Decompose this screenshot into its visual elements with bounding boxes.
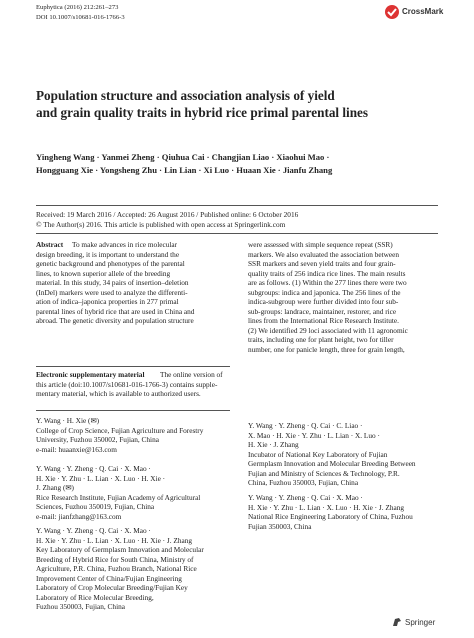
- rule: [36, 366, 230, 367]
- abstract-line: abroad. The genetic diversity and popula…: [36, 316, 194, 325]
- affiliation-line: H. Xie · J. Zhang: [248, 440, 299, 449]
- affiliation-line: Y. Wang · Y. Zheng · Q. Cai · X. Mao ·: [36, 464, 151, 473]
- abstract-line: design breeding, it is important to unde…: [36, 249, 180, 259]
- affiliation-line: H. Xie · Y. Zhu · L. Lian · X. Luo · H. …: [248, 502, 405, 512]
- affiliation-line: Y. Wang · H. Xie (✉): [36, 416, 100, 425]
- affiliation-line: Fujian 350003, China: [248, 521, 312, 531]
- supplementary-label: Electronic supplementary material: [36, 370, 145, 379]
- affiliation-line: China, Fuzhou 350003, Fujian, China: [248, 478, 359, 487]
- springer-icon: [393, 618, 401, 626]
- rule: [36, 233, 438, 234]
- abstract-line: genetic background and phenotypes of the…: [36, 259, 185, 268]
- abstract-line: lines from the International Rice Resear…: [248, 316, 399, 325]
- affiliation-line: Rice Research Institute, Fujian Academy …: [36, 492, 201, 502]
- abstract-label: Abstract: [36, 240, 64, 249]
- abstract-line: (2) We identified 29 loci associated wit…: [248, 325, 408, 335]
- affiliation-line: Improvement Center of China/Fujian Engin…: [36, 573, 182, 583]
- abstract-line: subgroups: indica and japonica. The 256 …: [248, 287, 401, 297]
- abstract-line: ation of indica–japonica properties in 2…: [36, 297, 179, 306]
- doi: DOI 10.1007/s10681-016-1766-3: [36, 14, 125, 21]
- affiliation-line: Laboratory of Rice Molecular Breeding,: [36, 592, 154, 602]
- affiliation-line: Incubator of National Key Laboratory of …: [248, 449, 388, 459]
- abstract-line: number, one for panicle length, three fo…: [248, 344, 405, 354]
- affiliation-line: Key Laboratory of Germplasm Innovation a…: [36, 545, 204, 554]
- title-line: and grain quality traits in hybrid rice …: [36, 105, 369, 120]
- title-line: Population structure and association ana…: [36, 88, 335, 103]
- rule: [36, 205, 438, 206]
- crossmark-label: CrossMark: [402, 7, 444, 16]
- abstract-line: were assessed with simple sequence repea…: [248, 240, 393, 249]
- affiliation-line: Breeding of Hybrid Rice for South China,…: [36, 554, 194, 564]
- abstract-line: lines, to known superior allele of the b…: [36, 268, 171, 278]
- affiliation-line: Y. Wang · Y. Zheng · Q. Cai · X. Mao ·: [248, 493, 363, 502]
- crossmark-icon: [385, 5, 399, 19]
- affiliation-line: e-mail: jianfzhang@163.com: [36, 511, 122, 521]
- affiliation-line: X. Mao · H. Xie · Y. Zhu · L. Lian · X. …: [248, 430, 380, 440]
- abstract-line: traits, including one for plant height, …: [248, 335, 394, 344]
- abstract-line: (InDel) markers were used to analyze the…: [36, 287, 188, 297]
- abstract-line: are as follows. (1) Within the 277 lines…: [248, 278, 407, 287]
- supplementary-line: The online version of: [160, 370, 223, 379]
- affiliation-line: Y. Wang · Y. Zheng · Q. Cai · X. Mao ·: [36, 526, 151, 535]
- affiliation-line: H. Xie · Y. Zhu · L. Lian · X. Luo · H. …: [36, 473, 166, 483]
- author-line: Hongguang Xie · Yongsheng Zhu · Lin Lian…: [36, 165, 333, 175]
- affiliation-line: College of Crop Science, Fujian Agricult…: [36, 425, 204, 435]
- abstract-line: markers. We also evaluated the associati…: [248, 249, 400, 259]
- affiliation-line: Agriculture, P.R. China, Fuzhou Branch, …: [36, 564, 197, 573]
- abstract-line: parental lines of hybrid rice that are u…: [36, 306, 195, 316]
- affiliation-line: Germplasm Innovation and Molecular Breed…: [248, 459, 416, 468]
- affiliation-line: J. Zhang (✉): [36, 483, 74, 492]
- affiliation-line: e-mail: huaanxie@163.com: [36, 444, 117, 454]
- supplementary-line: mentary material, which is available to …: [36, 389, 201, 398]
- supplementary-line: this article (doi:10.1007/s10681-016-176…: [36, 379, 218, 389]
- affiliation-line: Y. Wang · Y. Zheng · Q. Cai · C. Liao ·: [248, 421, 363, 430]
- affiliation-line: National Rice Engineering Laboratory of …: [248, 512, 413, 521]
- affiliation-line: Sciences, Fuzhou 350019, Fujian, China: [36, 502, 155, 511]
- affiliation-line: University, Fuzhou 350002, Fujian, China: [36, 435, 159, 444]
- rule: [36, 410, 230, 411]
- abstract-line: To make advances in rice molecular: [72, 240, 178, 249]
- abstract-line: SSR markers and seven yield traits and f…: [248, 259, 396, 268]
- abstract-line: quality traits of 256 indica rice lines.…: [248, 268, 406, 278]
- affiliation-line: Fujian and Ministry of Sciences & Techno…: [248, 468, 400, 478]
- affiliation-line: Fuzhou 350003, Fujian, China: [36, 602, 125, 611]
- affiliation-line: H. Xie · Y. Zhu · L. Lian · X. Luo · H. …: [36, 535, 193, 545]
- affiliation-line: Laboratory of Crop Molecular Breeding/Fu…: [36, 583, 188, 592]
- journal: Euphytica (2016) 212:261–273: [36, 4, 119, 11]
- abstract-line: material. In this study, 34 pairs of ins…: [36, 278, 189, 287]
- dates: Received: 19 March 2016 / Accepted: 26 A…: [36, 210, 299, 219]
- abstract-line: indica-subgroup were further divided int…: [248, 297, 399, 306]
- author-line: Yingheng Wang · Yanmei Zheng · Qiuhua Ca…: [36, 152, 330, 162]
- abstract-line: sub-groups: landrace, maintainer, restor…: [248, 306, 397, 316]
- publisher: Springer: [405, 618, 436, 627]
- copyright: © The Author(s) 2016. This article is pu…: [36, 220, 286, 229]
